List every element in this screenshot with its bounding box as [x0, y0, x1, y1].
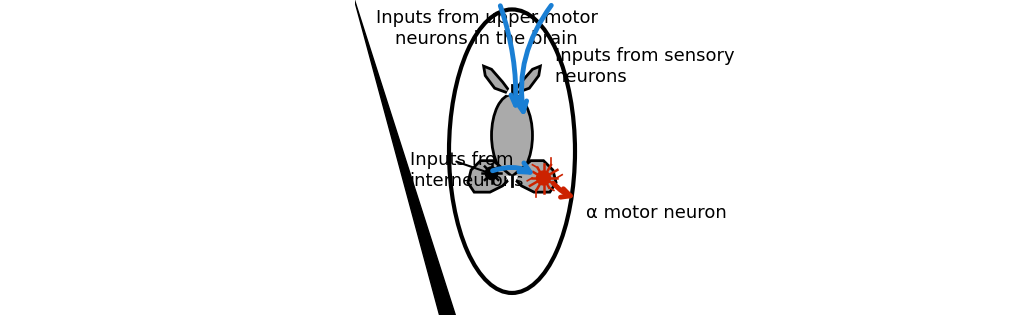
- Polygon shape: [507, 176, 517, 186]
- Circle shape: [537, 171, 551, 185]
- Text: α motor neuron: α motor neuron: [586, 203, 727, 222]
- Polygon shape: [512, 66, 541, 94]
- Text: Inputs from upper motor
neurons in the brain: Inputs from upper motor neurons in the b…: [376, 9, 598, 48]
- Ellipse shape: [492, 94, 532, 176]
- Polygon shape: [483, 66, 512, 94]
- Polygon shape: [468, 161, 512, 192]
- Polygon shape: [354, 0, 456, 315]
- Polygon shape: [507, 85, 517, 94]
- Circle shape: [485, 167, 498, 180]
- Text: Inputs from sensory
neurons: Inputs from sensory neurons: [555, 47, 734, 86]
- Ellipse shape: [449, 9, 575, 293]
- Polygon shape: [512, 161, 556, 192]
- Text: Inputs from
interneurons: Inputs from interneurons: [410, 151, 524, 190]
